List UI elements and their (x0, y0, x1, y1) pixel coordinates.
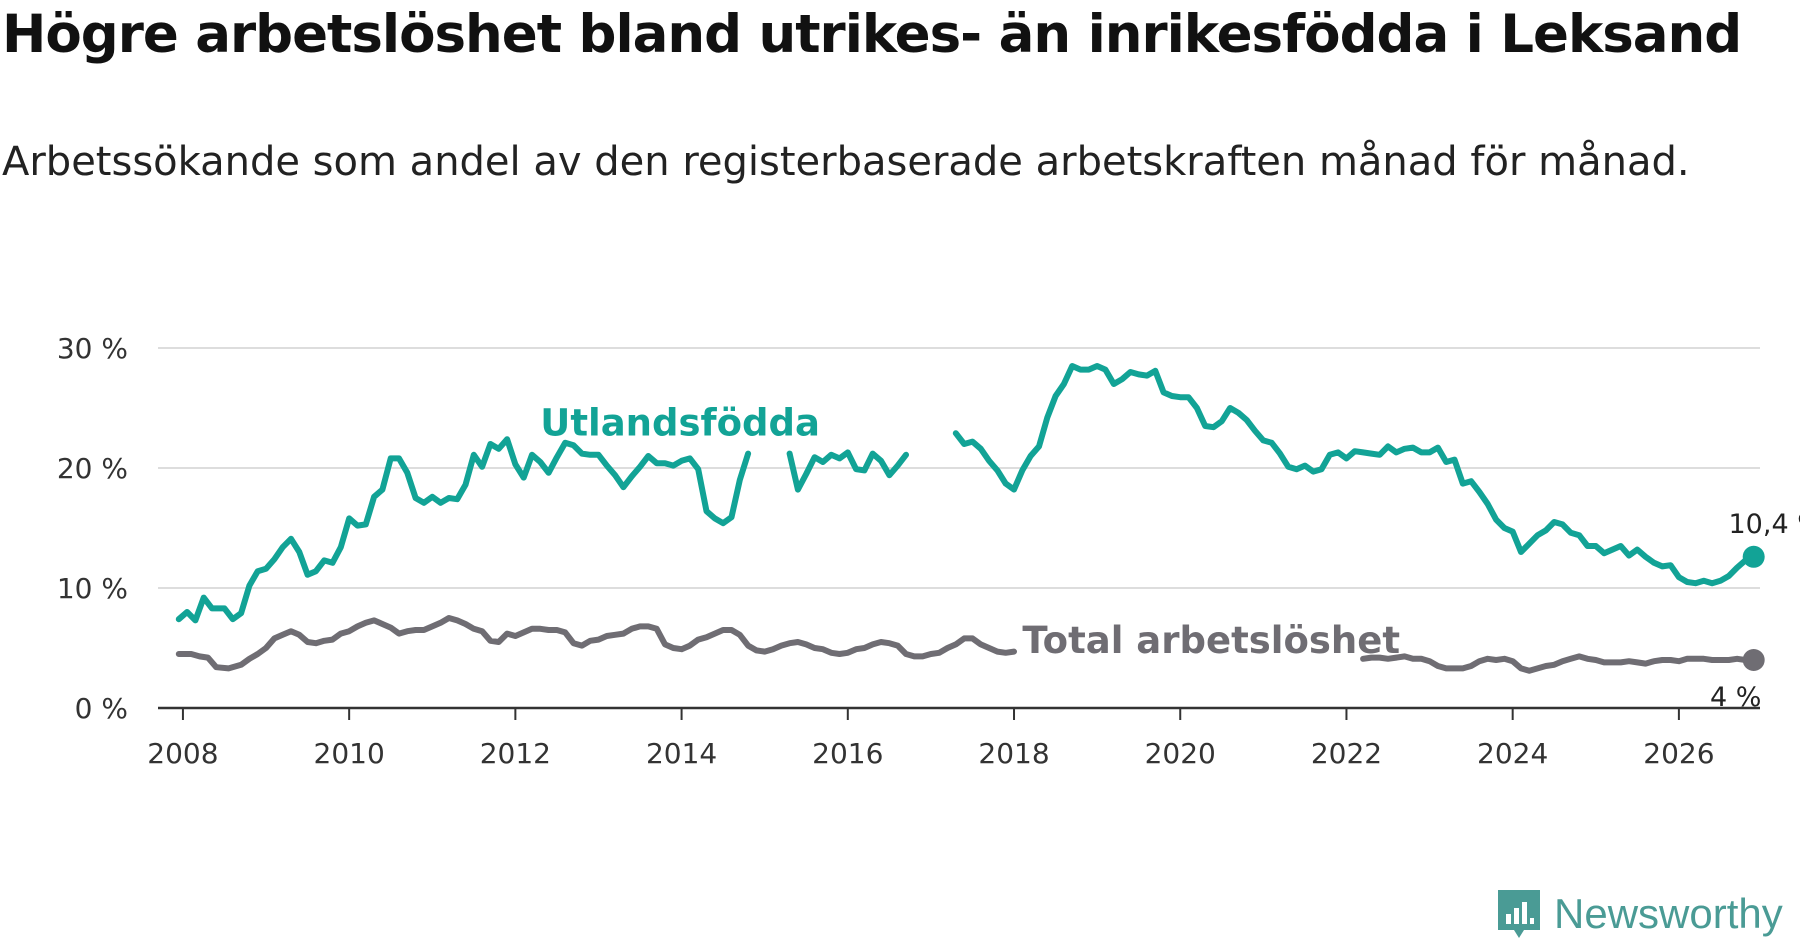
series-line-utlandsfodda-segment-1 (786, 449, 909, 493)
x-tick-label-2020: 2020 (1145, 737, 1216, 770)
series-label-utlandsfodda: Utlandsfödda (540, 402, 820, 445)
x-tick-label-2014: 2014 (646, 737, 717, 770)
newsworthy-brand-name: Newsworthy (1554, 890, 1783, 937)
end-point-total (1742, 649, 1765, 671)
x-tick-label-2024: 2024 (1477, 737, 1548, 770)
newsworthy-logo: Newsworthy (1494, 884, 1783, 944)
x-tick-label-2012: 2012 (480, 737, 551, 770)
x-tick-label-2018: 2018 (978, 737, 1049, 770)
series-line-utlandsfodda-segment-0 (175, 436, 752, 624)
x-axis-ticks: 2008 2010 2012 2014 2016 2018 2020 2022 2024 2026 (147, 708, 1715, 770)
chart-title: Högre arbetslöshet bland utrikes- än inr… (2, 4, 1742, 65)
x-tick-label-2008: 2008 (147, 737, 218, 770)
series-lines (175, 363, 1765, 674)
y-tick-label-10: 10 % (57, 572, 128, 605)
x-tick-label-2022: 2022 (1311, 737, 1382, 770)
y-axis-ticks: 0 % 10 % 20 % 30 % (57, 332, 128, 725)
end-point-utlandsfodda (1742, 545, 1765, 568)
end-value-label-total: 4 % (1710, 682, 1761, 713)
gridlines (158, 347, 1760, 589)
chart-subtitle: Arbetssökande som andel av den registerb… (2, 139, 1690, 185)
x-tick-label-2010: 2010 (314, 737, 385, 770)
series-line-total-segment-0 (175, 615, 1017, 672)
y-tick-label-0: 0 % (75, 692, 128, 725)
newsworthy-logo-icon (1498, 890, 1540, 938)
end-value-label-utlandsfodda: 10,4 % (1729, 509, 1800, 540)
x-tick-label-2016: 2016 (812, 737, 883, 770)
series-line-utlandsfodda-segment-2 (952, 363, 1757, 587)
series-labels: Utlandsfödda Total arbetslöshet 10,4 % 4… (540, 402, 1800, 713)
y-tick-label-20: 20 % (57, 452, 128, 485)
series-line-total-segment-1 (1360, 653, 1757, 674)
y-tick-label-30: 30 % (57, 332, 128, 365)
series-label-total: Total arbetslöshet (1022, 619, 1400, 662)
x-tick-label-2026: 2026 (1643, 737, 1714, 770)
